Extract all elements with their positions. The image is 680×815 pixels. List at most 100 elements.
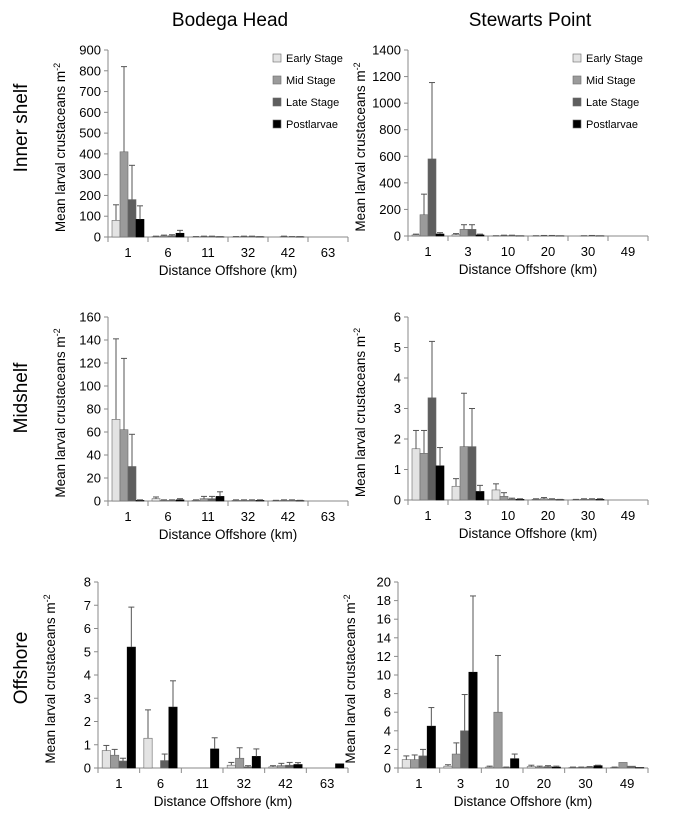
y-tick-label: 300 (79, 167, 101, 182)
row-title-offshore: Offshore (11, 632, 32, 705)
bar (451, 485, 461, 501)
bar (159, 235, 169, 238)
legend-swatch (572, 119, 582, 129)
y-tick-label: 4 (394, 371, 401, 386)
y-tick-label: 10 (377, 668, 391, 683)
y-tick-label: 18 (377, 593, 391, 608)
bar (401, 759, 411, 769)
x-axis-title: Distance Offshore (km) (159, 527, 298, 542)
bar (411, 448, 421, 501)
y-axis-title-superscript: -2 (42, 594, 52, 602)
bar (585, 766, 595, 769)
y-tick-label: 20 (87, 471, 101, 486)
row-title-midshelf: Midshelf (11, 362, 32, 433)
bar (493, 711, 503, 769)
bar (268, 766, 278, 769)
bar (160, 760, 170, 769)
legend-label: Late Stage (286, 97, 339, 109)
y-axis-title-superscript: -2 (52, 328, 62, 336)
y-tick-label: 3 (84, 691, 91, 706)
y-axis-title-text: Mean larval crustaceans m (53, 71, 68, 232)
legend-label: Postlarvae (586, 119, 638, 131)
bar (467, 446, 477, 501)
bar (418, 755, 428, 769)
bar (468, 671, 478, 769)
bar (435, 233, 445, 237)
x-tick-label: 42 (278, 776, 292, 791)
legend-swatch (272, 75, 282, 85)
bar (547, 499, 557, 501)
x-tick-label: 63 (321, 509, 335, 524)
row-title-inner-shelf: Inner shelf (11, 83, 32, 172)
bar (587, 499, 597, 501)
y-tick-label: 80 (87, 402, 101, 417)
bar (210, 748, 220, 769)
bar (175, 499, 185, 502)
bar (460, 730, 470, 769)
bar (510, 758, 520, 769)
y-tick-label: 60 (87, 425, 101, 440)
bar (119, 151, 129, 238)
y-tick-label: 2 (384, 742, 391, 757)
x-tick-label: 10 (501, 508, 515, 523)
bar (126, 646, 136, 769)
y-tick-label: 500 (79, 126, 101, 141)
bar (251, 756, 261, 769)
bar (475, 491, 485, 501)
y-axis-title: Mean larval crustaceans m-2 (42, 594, 58, 763)
bar (127, 199, 137, 238)
x-tick-label: 1 (424, 244, 431, 259)
bar (499, 496, 509, 501)
y-tick-label: 600 (379, 149, 401, 164)
bar (539, 498, 549, 501)
bar (167, 235, 177, 238)
y-tick-label: 4 (384, 723, 391, 738)
bar (101, 750, 111, 769)
y-axis-title: Mean larval crustaceans m-2 (52, 328, 68, 497)
y-tick-label: 0 (94, 494, 101, 509)
x-tick-label: 3 (464, 244, 471, 259)
y-axis-title-superscript: -2 (342, 594, 352, 602)
bar (410, 759, 420, 769)
legend-label: Late Stage (586, 97, 639, 109)
bar (110, 754, 120, 769)
x-tick-label: 20 (541, 508, 555, 523)
legend-swatch (572, 53, 582, 63)
y-tick-label: 1 (84, 737, 91, 752)
y-axis-title-text: Mean larval crustaceans m (53, 336, 68, 497)
bar (531, 499, 541, 501)
bar (543, 766, 553, 769)
y-tick-label: 12 (377, 649, 391, 664)
x-tick-label: 3 (457, 776, 464, 791)
y-tick-label: 600 (79, 105, 101, 120)
y-tick-label: 5 (394, 340, 401, 355)
x-tick-label: 6 (164, 245, 171, 260)
y-tick-label: 800 (379, 122, 401, 137)
x-tick-label: 32 (241, 245, 255, 260)
y-tick-label: 400 (379, 175, 401, 190)
x-tick-label: 63 (321, 245, 335, 260)
bar (467, 229, 477, 237)
bar (168, 706, 178, 769)
y-tick-label: 1 (394, 462, 401, 477)
bar (135, 219, 145, 238)
bar (111, 220, 121, 238)
y-tick-label: 1200 (372, 69, 401, 84)
y-tick-label: 6 (394, 310, 401, 325)
x-tick-label: 6 (164, 509, 171, 524)
bar (507, 498, 517, 501)
y-axis-title-text: Mean larval crustaceans m (343, 602, 358, 763)
y-tick-label: 200 (379, 202, 401, 217)
y-tick-label: 7 (84, 598, 91, 613)
x-tick-label: 20 (541, 244, 555, 259)
bar (159, 500, 169, 502)
x-axis-title: Distance Offshore (km) (459, 262, 598, 277)
y-axis-title: Mean larval crustaceans m-2 (342, 594, 358, 763)
legend-label: Early Stage (286, 53, 343, 65)
y-tick-label: 400 (79, 146, 101, 161)
y-tick-label: 3 (394, 401, 401, 416)
bar (459, 229, 469, 237)
x-tick-label: 10 (495, 776, 509, 791)
y-tick-label: 0 (84, 761, 91, 776)
y-tick-label: 200 (79, 188, 101, 203)
